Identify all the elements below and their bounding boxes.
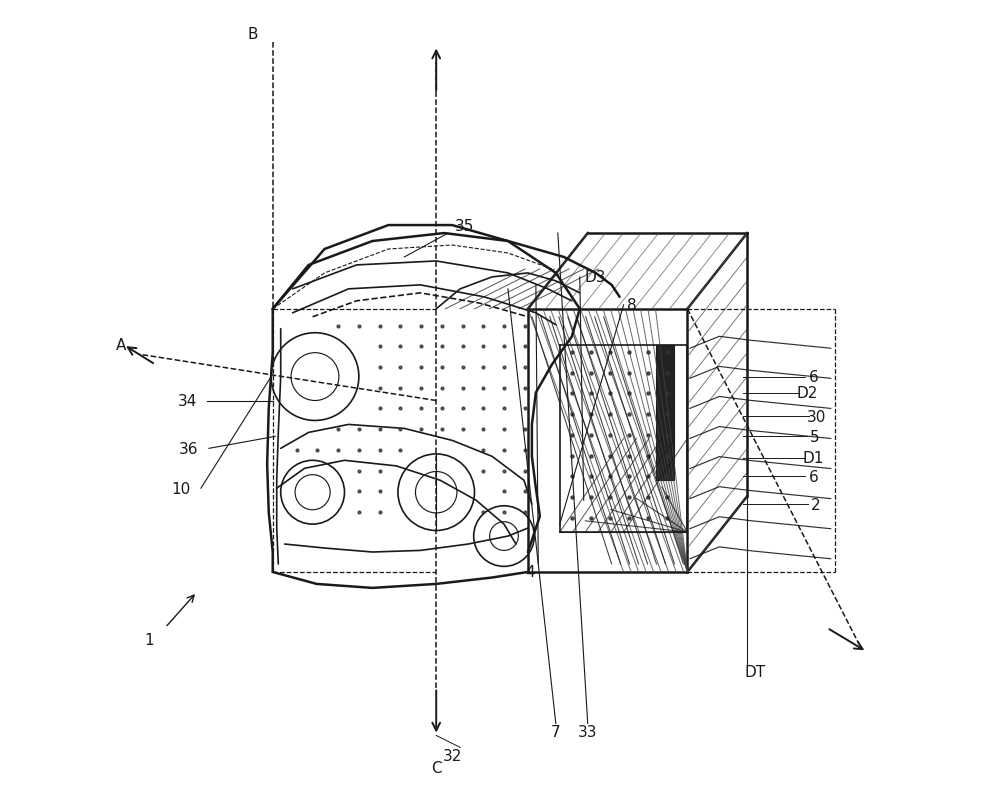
Text: 2: 2 — [811, 497, 821, 512]
Polygon shape — [656, 345, 674, 480]
Text: DT: DT — [745, 664, 766, 679]
Text: D2: D2 — [796, 386, 818, 400]
Text: 36: 36 — [179, 441, 199, 456]
Text: 32: 32 — [442, 748, 462, 763]
Text: 4: 4 — [525, 565, 535, 580]
Text: 10: 10 — [171, 481, 191, 496]
Text: 33: 33 — [578, 724, 597, 739]
Text: D3: D3 — [585, 270, 606, 285]
Text: 6: 6 — [809, 370, 818, 385]
Text: 35: 35 — [454, 218, 474, 233]
Text: 7: 7 — [551, 724, 561, 739]
Text: B: B — [248, 27, 258, 43]
Text: 5: 5 — [810, 429, 820, 444]
Text: 1: 1 — [144, 633, 154, 647]
Text: C: C — [431, 759, 442, 775]
Text: 6: 6 — [809, 469, 818, 484]
Text: D1: D1 — [803, 451, 824, 466]
Text: 30: 30 — [807, 410, 826, 424]
Text: A: A — [116, 338, 126, 353]
Text: 8: 8 — [627, 298, 636, 313]
Text: 34: 34 — [178, 394, 197, 408]
